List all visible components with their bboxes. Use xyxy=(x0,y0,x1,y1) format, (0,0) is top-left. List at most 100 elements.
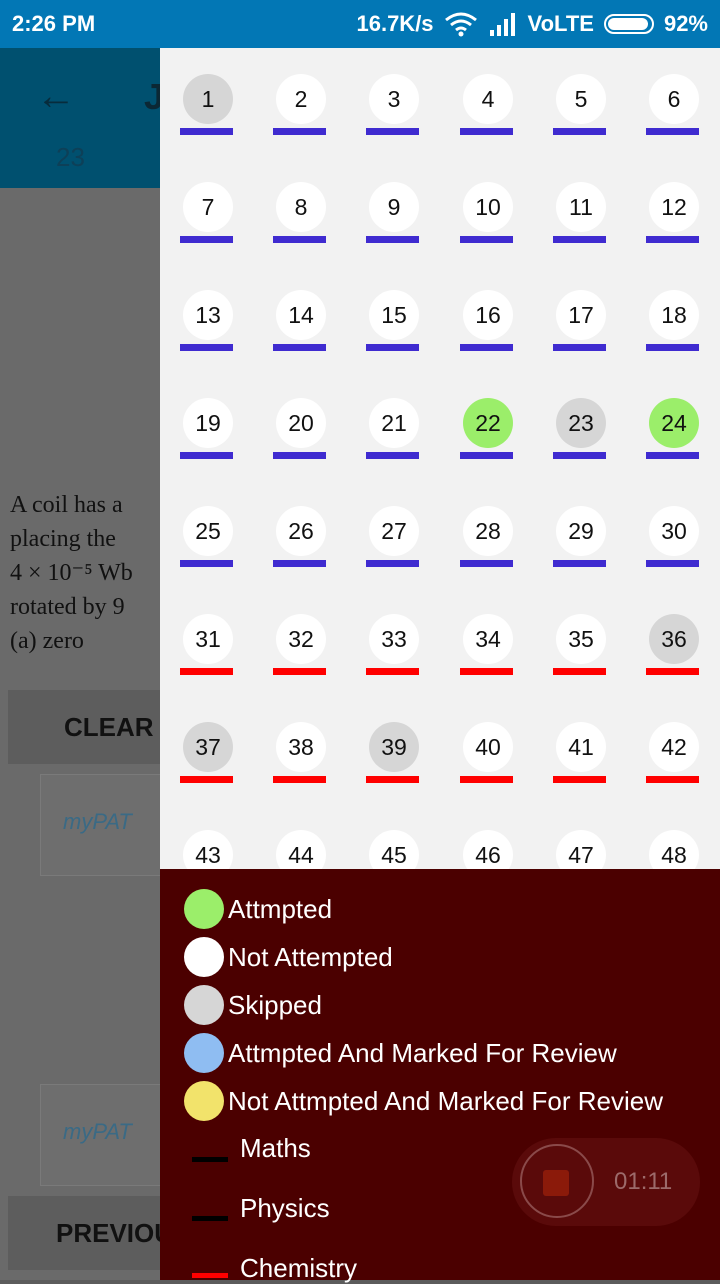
question-cell[interactable]: 20 xyxy=(253,372,347,480)
question-number[interactable]: 36 xyxy=(649,614,699,664)
question-cell[interactable]: 16 xyxy=(440,264,534,372)
recording-widget[interactable]: 01:11 xyxy=(512,1138,700,1226)
question-number[interactable]: 8 xyxy=(276,182,326,232)
question-number[interactable]: 29 xyxy=(556,506,606,556)
question-number[interactable]: 46 xyxy=(463,830,513,869)
question-cell[interactable]: 22 xyxy=(440,372,534,480)
stop-record-icon[interactable] xyxy=(543,1170,569,1196)
question-number[interactable]: 1 xyxy=(183,74,233,124)
question-cell[interactable]: 10 xyxy=(440,156,534,264)
question-cell[interactable]: 42 xyxy=(626,696,720,804)
question-cell[interactable]: 14 xyxy=(253,264,347,372)
question-number[interactable]: 34 xyxy=(463,614,513,664)
question-cell[interactable]: 25 xyxy=(160,480,254,588)
question-number[interactable]: 18 xyxy=(649,290,699,340)
question-cell[interactable]: 43 xyxy=(160,804,254,869)
question-cell[interactable]: 26 xyxy=(253,480,347,588)
question-number[interactable]: 41 xyxy=(556,722,606,772)
question-cell[interactable]: 41 xyxy=(533,696,627,804)
question-cell[interactable]: 12 xyxy=(626,156,720,264)
question-cell[interactable]: 36 xyxy=(626,588,720,696)
question-cell[interactable]: 15 xyxy=(346,264,440,372)
question-cell[interactable]: 40 xyxy=(440,696,534,804)
back-arrow-icon[interactable]: ← xyxy=(36,74,76,118)
question-cell[interactable]: 9 xyxy=(346,156,440,264)
question-number[interactable]: 25 xyxy=(183,506,233,556)
question-cell[interactable]: 46 xyxy=(440,804,534,869)
question-number[interactable]: 24 xyxy=(649,398,699,448)
question-cell[interactable]: 28 xyxy=(440,480,534,588)
question-number[interactable]: 30 xyxy=(649,506,699,556)
question-cell[interactable]: 17 xyxy=(533,264,627,372)
clear-button[interactable]: CLEAR I xyxy=(8,690,178,764)
question-number[interactable]: 32 xyxy=(276,614,326,664)
question-cell[interactable]: 48 xyxy=(626,804,720,869)
question-number[interactable]: 13 xyxy=(183,290,233,340)
question-number[interactable]: 48 xyxy=(649,830,699,869)
question-cell[interactable]: 3 xyxy=(346,48,440,156)
question-cell[interactable]: 7 xyxy=(160,156,254,264)
question-number[interactable]: 39 xyxy=(369,722,419,772)
question-number[interactable]: 14 xyxy=(276,290,326,340)
question-number[interactable]: 20 xyxy=(276,398,326,448)
question-number[interactable]: 2 xyxy=(276,74,326,124)
previous-button[interactable]: PREVIOU xyxy=(8,1196,178,1270)
question-number[interactable]: 35 xyxy=(556,614,606,664)
question-grid[interactable]: 1 2 3 4 5 6 7 8 9 10 11 12 13 14 15 16 17 18 19 20 21 22 23 24 2… xyxy=(160,48,720,869)
question-cell[interactable]: 35 xyxy=(533,588,627,696)
question-number[interactable]: 33 xyxy=(369,614,419,664)
question-number[interactable]: 10 xyxy=(463,182,513,232)
question-cell[interactable]: 21 xyxy=(346,372,440,480)
question-number[interactable]: 21 xyxy=(369,398,419,448)
question-number[interactable]: 31 xyxy=(183,614,233,664)
question-cell[interactable]: 19 xyxy=(160,372,254,480)
question-cell[interactable]: 4 xyxy=(440,48,534,156)
question-cell[interactable]: 27 xyxy=(346,480,440,588)
question-number[interactable]: 37 xyxy=(183,722,233,772)
question-number[interactable]: 28 xyxy=(463,506,513,556)
question-number[interactable]: 26 xyxy=(276,506,326,556)
question-cell[interactable]: 24 xyxy=(626,372,720,480)
question-number[interactable]: 44 xyxy=(276,830,326,869)
question-number[interactable]: 7 xyxy=(183,182,233,232)
question-number[interactable]: 11 xyxy=(556,182,606,232)
question-number[interactable]: 47 xyxy=(556,830,606,869)
question-cell[interactable]: 13 xyxy=(160,264,254,372)
question-number[interactable]: 42 xyxy=(649,722,699,772)
question-cell[interactable]: 29 xyxy=(533,480,627,588)
question-number[interactable]: 38 xyxy=(276,722,326,772)
question-number[interactable]: 4 xyxy=(463,74,513,124)
question-number[interactable]: 16 xyxy=(463,290,513,340)
question-cell[interactable]: 2 xyxy=(253,48,347,156)
question-number[interactable]: 27 xyxy=(369,506,419,556)
question-number[interactable]: 3 xyxy=(369,74,419,124)
question-number[interactable]: 43 xyxy=(183,830,233,869)
question-cell[interactable]: 23 xyxy=(533,372,627,480)
question-cell[interactable]: 18 xyxy=(626,264,720,372)
question-cell[interactable]: 5 xyxy=(533,48,627,156)
question-number[interactable]: 5 xyxy=(556,74,606,124)
question-number[interactable]: 40 xyxy=(463,722,513,772)
question-cell[interactable]: 39 xyxy=(346,696,440,804)
question-number[interactable]: 19 xyxy=(183,398,233,448)
question-cell[interactable]: 47 xyxy=(533,804,627,869)
question-number[interactable]: 45 xyxy=(369,830,419,869)
question-number[interactable]: 23 xyxy=(556,398,606,448)
question-cell[interactable]: 6 xyxy=(626,48,720,156)
question-number[interactable]: 12 xyxy=(649,182,699,232)
question-number[interactable]: 9 xyxy=(369,182,419,232)
question-number[interactable]: 17 xyxy=(556,290,606,340)
question-cell[interactable]: 38 xyxy=(253,696,347,804)
question-cell[interactable]: 34 xyxy=(440,588,534,696)
question-cell[interactable]: 1 xyxy=(160,48,254,156)
question-cell[interactable]: 30 xyxy=(626,480,720,588)
question-cell[interactable]: 45 xyxy=(346,804,440,869)
question-number[interactable]: 22 xyxy=(463,398,513,448)
question-number[interactable]: 6 xyxy=(649,74,699,124)
question-cell[interactable]: 44 xyxy=(253,804,347,869)
question-cell[interactable]: 37 xyxy=(160,696,254,804)
question-number[interactable]: 15 xyxy=(369,290,419,340)
question-cell[interactable]: 31 xyxy=(160,588,254,696)
question-cell[interactable]: 32 xyxy=(253,588,347,696)
question-cell[interactable]: 33 xyxy=(346,588,440,696)
